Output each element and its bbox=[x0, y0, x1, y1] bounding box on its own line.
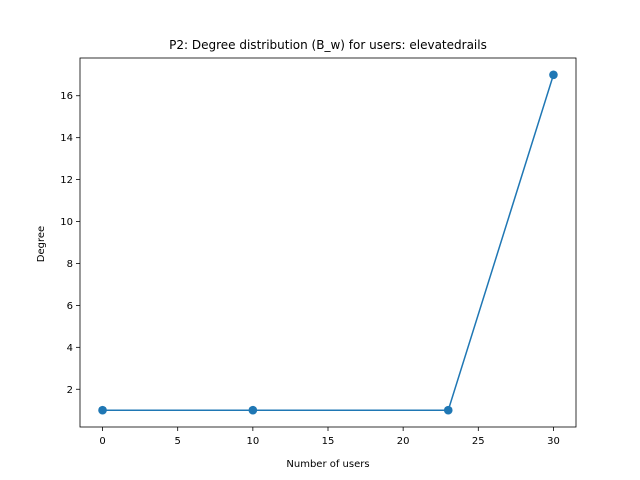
y-tick-label: 8 bbox=[67, 259, 73, 270]
chart-title: P2: Degree distribution (B_w) for users:… bbox=[169, 38, 487, 52]
axes-frame bbox=[79, 57, 577, 428]
series-line bbox=[102, 74, 555, 411]
y-tick-label: 16 bbox=[60, 91, 73, 102]
x-tick-label: 0 bbox=[99, 436, 105, 447]
plot-area: 0 5 10 15 20 25 30 2 4 6 8 10 12 14 16 bbox=[60, 57, 577, 447]
x-tick-label: 20 bbox=[397, 436, 410, 447]
x-axis-label: Number of users bbox=[286, 459, 369, 470]
y-tick-label: 12 bbox=[60, 175, 73, 186]
data-point bbox=[98, 405, 107, 415]
x-tick-label: 5 bbox=[175, 436, 181, 447]
y-axis-label: Degree bbox=[36, 226, 47, 262]
x-tick-label: 15 bbox=[322, 436, 335, 447]
x-tick-label: 30 bbox=[547, 436, 560, 447]
data-point bbox=[549, 70, 558, 80]
x-tick-label: 25 bbox=[472, 436, 485, 447]
y-tick-label: 4 bbox=[67, 343, 73, 354]
y-tick-label: 2 bbox=[67, 385, 73, 396]
x-tick-label: 10 bbox=[246, 436, 259, 447]
data-point bbox=[443, 405, 453, 415]
y-tick-label: 14 bbox=[60, 133, 73, 144]
data-point bbox=[248, 405, 258, 415]
y-tick-label: 10 bbox=[60, 217, 73, 228]
y-tick-label: 6 bbox=[67, 301, 73, 312]
